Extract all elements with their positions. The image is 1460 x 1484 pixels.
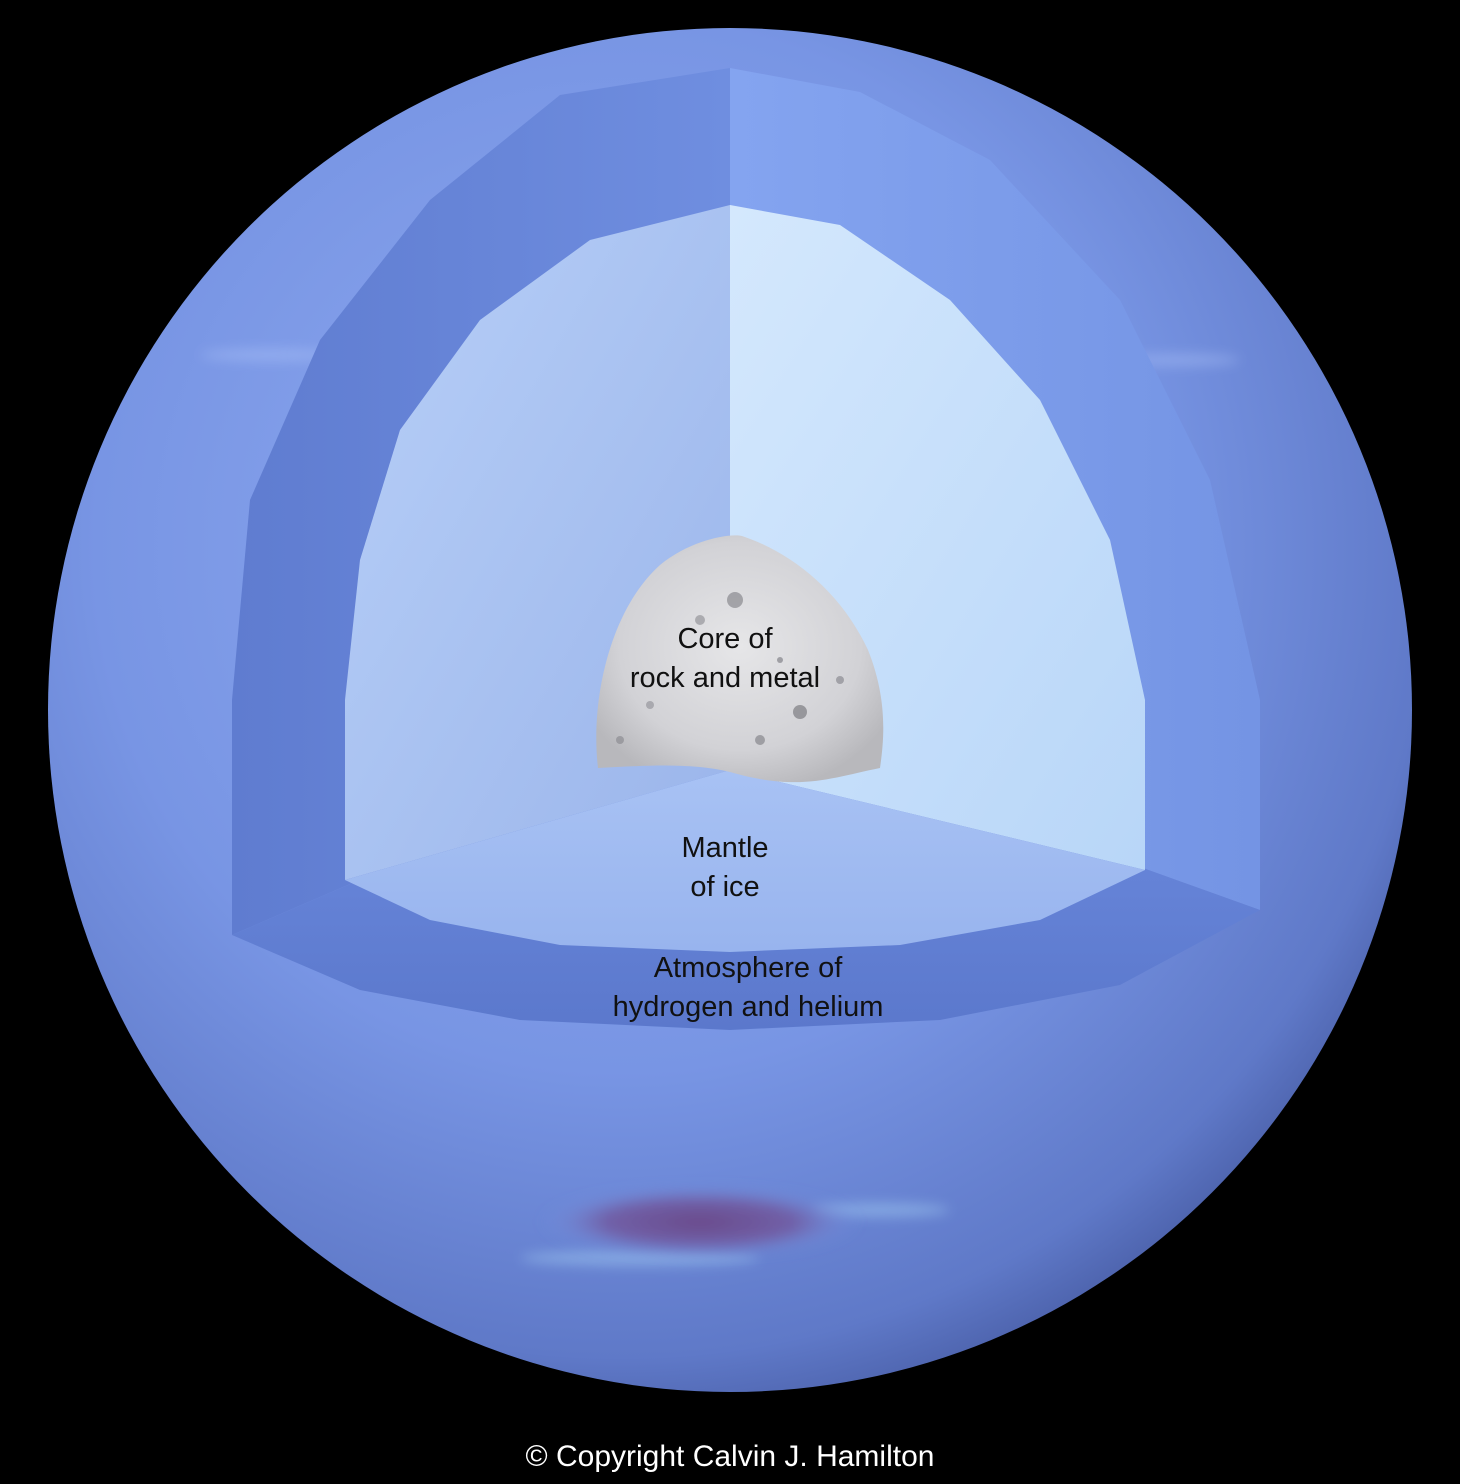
copyright-notice: © Copyright Calvin J. Hamilton <box>525 1440 935 1473</box>
atmosphere-label: Atmosphere of hydrogen and helium <box>548 949 948 1027</box>
mantle-label: Mantle of ice <box>560 829 890 907</box>
mantle-cut-floor <box>345 770 1145 952</box>
core-label-line-1: Core of <box>677 623 773 655</box>
mantle-label-line-2: of ice <box>690 871 760 903</box>
core-texture <box>616 592 844 745</box>
atmosphere-label-line-2: hydrogen and helium <box>612 991 884 1023</box>
dark-spot <box>540 1186 860 1258</box>
core-label: Core of rock and metal <box>560 620 890 698</box>
core-label-line-2: rock and metal <box>629 662 821 694</box>
atmosphere-label-line-1: Atmosphere of <box>653 952 843 984</box>
mantle-label-line-1: Mantle <box>681 832 769 864</box>
core <box>596 535 884 783</box>
